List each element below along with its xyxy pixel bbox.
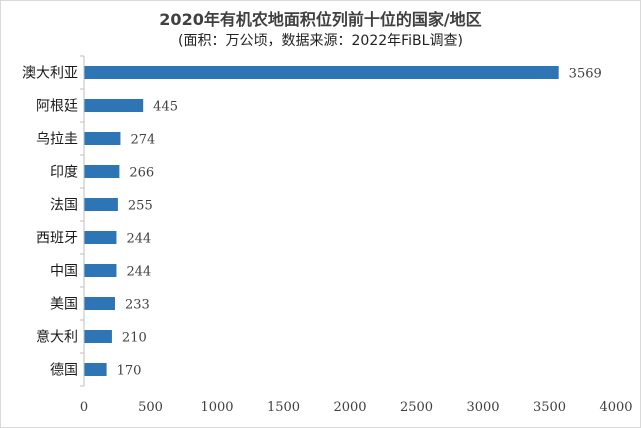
value-label: 3569 <box>569 67 602 82</box>
bar <box>84 132 121 145</box>
category-label: 美国 <box>50 297 78 313</box>
x-tick-label: 2500 <box>400 400 433 415</box>
chart-subtitle: (面积：万公顷，数据来源：2022年FiBL调查) <box>178 33 463 49</box>
bar <box>84 231 117 244</box>
value-label: 445 <box>153 100 178 115</box>
x-tick-label: 500 <box>138 400 163 415</box>
category-label: 阿根廷 <box>36 99 78 115</box>
bar <box>84 198 118 211</box>
bar <box>84 297 115 310</box>
category-label: 意大利 <box>36 329 78 346</box>
x-tick-label: 3500 <box>533 400 566 415</box>
category-label: 西班牙 <box>36 231 78 247</box>
x-tick-label: 3000 <box>466 400 499 415</box>
bar <box>84 165 120 178</box>
chart-title: 2020年有机农地面积位列前十位的国家/地区 <box>159 10 482 29</box>
value-label: 170 <box>117 364 142 379</box>
value-label: 233 <box>125 298 150 313</box>
category-label: 中国 <box>50 264 78 280</box>
x-tick-label: 1000 <box>200 400 233 415</box>
bar <box>84 363 107 376</box>
category-label: 乌拉圭 <box>36 132 78 148</box>
category-label: 德国 <box>50 363 78 379</box>
category-label: 澳大利亚 <box>22 66 78 82</box>
value-label: 274 <box>130 133 155 148</box>
bar <box>84 99 144 112</box>
value-label: 244 <box>126 232 151 247</box>
x-tick-label: 0 <box>80 400 88 415</box>
category-label: 法国 <box>50 198 78 214</box>
bar <box>84 264 117 277</box>
value-label: 210 <box>122 331 147 346</box>
x-tick-label: 2000 <box>333 400 366 415</box>
bar <box>84 330 112 343</box>
value-label: 244 <box>126 265 151 280</box>
x-tick-label: 4000 <box>599 400 632 415</box>
category-label: 印度 <box>50 165 78 181</box>
x-tick-label: 1500 <box>267 400 300 415</box>
value-label: 266 <box>129 166 154 181</box>
bar <box>84 66 559 79</box>
value-label: 255 <box>128 199 153 214</box>
